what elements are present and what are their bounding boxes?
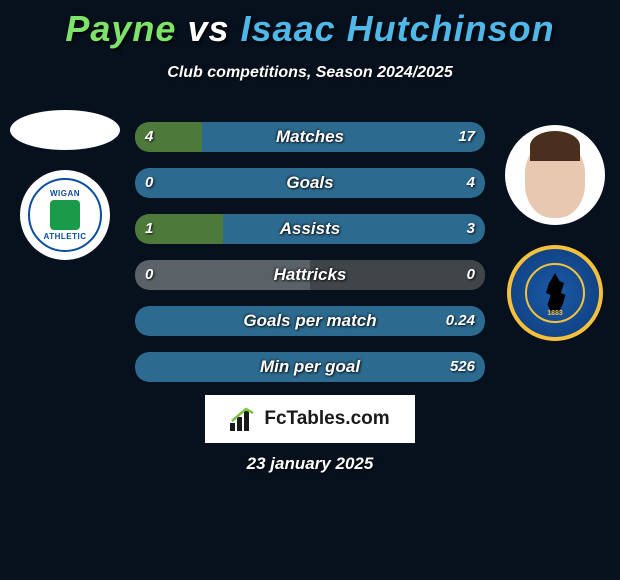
stat-row: Min per goal526 <box>135 352 485 382</box>
stat-right-value: 0.24 <box>446 306 475 336</box>
player2-face <box>525 143 585 218</box>
bristol-badge: 1883 <box>507 245 603 341</box>
stat-right-value: 526 <box>450 352 475 382</box>
stat-label: Goals <box>135 168 485 198</box>
stat-right-value: 0 <box>467 260 475 290</box>
footer-attribution: FcTables.com <box>205 395 415 443</box>
bristol-figure-icon <box>540 273 570 313</box>
stat-row: 0Hattricks0 <box>135 260 485 290</box>
stat-row: 0Goals4 <box>135 168 485 198</box>
player2-avatar <box>505 125 605 225</box>
stat-row: 1Assists3 <box>135 214 485 244</box>
subtitle: Club competitions, Season 2024/2025 <box>0 64 620 82</box>
stat-row: Goals per match0.24 <box>135 306 485 336</box>
stat-right-value: 3 <box>467 214 475 244</box>
wigan-text-top: WIGAN <box>50 189 80 198</box>
footer-site-text: FcTables.com <box>264 408 389 430</box>
comparison-title: Payne vs Isaac Hutchinson <box>0 0 620 50</box>
player1-name: Payne <box>65 8 176 49</box>
stat-row: 4Matches17 <box>135 122 485 152</box>
stat-bars: 4Matches170Goals41Assists30Hattricks0Goa… <box>135 122 485 398</box>
stat-label: Min per goal <box>135 352 485 382</box>
stat-label: Matches <box>135 122 485 152</box>
stat-label: Assists <box>135 214 485 244</box>
wigan-text-bottom: ATHLETIC <box>44 232 87 241</box>
vs-text: vs <box>187 8 229 49</box>
wigan-tree-icon <box>50 200 80 230</box>
stat-label: Hattricks <box>135 260 485 290</box>
date-text: 23 january 2025 <box>0 454 620 474</box>
fctables-logo-icon <box>230 407 258 431</box>
left-avatars: WIGAN ATHLETIC <box>10 110 120 260</box>
stat-right-value: 4 <box>467 168 475 198</box>
player1-avatar <box>10 110 120 150</box>
stat-right-value: 17 <box>458 122 475 152</box>
bristol-year: 1883 <box>547 310 563 317</box>
stat-label: Goals per match <box>135 306 485 336</box>
wigan-badge: WIGAN ATHLETIC <box>20 170 110 260</box>
right-avatars: 1883 <box>500 125 610 341</box>
player2-name: Isaac Hutchinson <box>241 8 555 49</box>
